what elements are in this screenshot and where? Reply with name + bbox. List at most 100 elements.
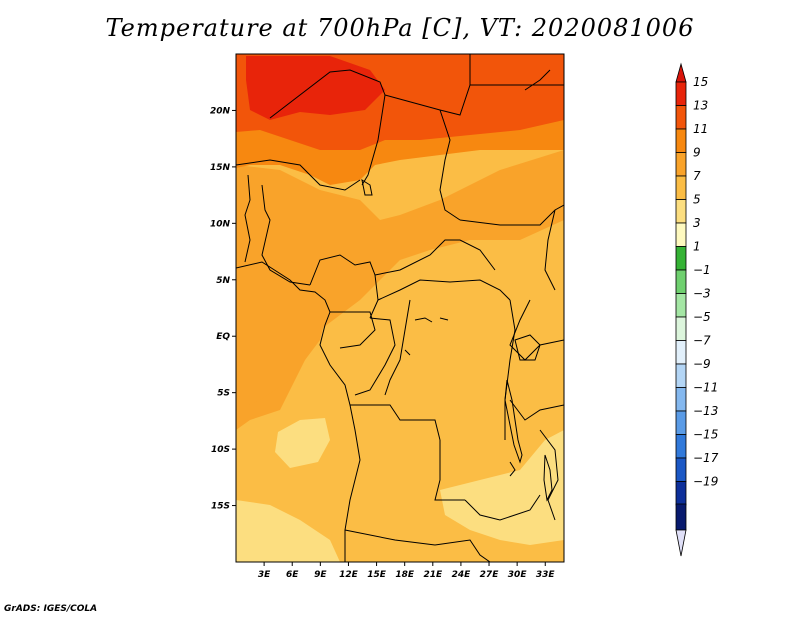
legend-label: −13 [693, 404, 718, 418]
color-legend: 15 13 11 9 7 5 3 1 −1 −3 −5 −7 −9 −11 −13 −15 −17 −19 [675, 62, 719, 557]
legend-label: 5 [693, 193, 701, 207]
lake-victoria [514, 334, 541, 361]
map-frame [235, 53, 565, 563]
border-angola-east [434, 440, 465, 501]
legend-label: −19 [693, 475, 718, 489]
border-gabon [330, 311, 376, 349]
border-cameroon [309, 254, 379, 319]
lon-tick-label: 24E [452, 570, 472, 580]
coast-north-east [524, 69, 551, 91]
legend-bottom-arrow [675, 529, 687, 557]
border-angola-north [350, 404, 441, 441]
border-drc-car [377, 279, 511, 301]
border-namibia-botswana [434, 539, 491, 562]
lon-tick-label: 27E [480, 570, 500, 580]
legend-label: −3 [693, 287, 711, 301]
lat-tick-label: 15S [211, 502, 230, 512]
legend-bin [675, 199, 687, 224]
legend-bin [675, 481, 687, 506]
lat-tick-label: 15N [210, 163, 231, 173]
temp-band-5-southwest [236, 500, 340, 562]
legend-bin [675, 410, 687, 435]
border-drc-east [504, 299, 516, 440]
lat-tick-label: 5S [217, 389, 230, 399]
legend-label: 15 [693, 75, 708, 89]
lat-tick-label: 10N [210, 219, 231, 229]
river-fragment-1 [414, 317, 433, 323]
border-ethiopia [544, 209, 556, 291]
lon-tick-label: 15E [367, 570, 387, 580]
border-mozambique [539, 429, 559, 521]
temp-band-5-center [275, 418, 330, 468]
border-car [374, 239, 496, 276]
legend-bin [675, 457, 687, 482]
legend-label: −11 [693, 381, 718, 395]
legend-label: −1 [693, 263, 711, 277]
border-south-sudan [459, 204, 564, 226]
temp-band-15 [246, 56, 385, 120]
river-fragment-3 [404, 349, 411, 356]
border-sahara-1 [269, 69, 386, 119]
legend-label: 13 [693, 99, 708, 113]
latitude-axis: 20N 15N 10N 5N EQ 5S 10S 15S [210, 106, 236, 512]
legend-label: 7 [693, 169, 701, 183]
legend-bin [675, 152, 687, 177]
temp-band-5-southeast [440, 430, 564, 545]
legend-bin [675, 81, 687, 106]
legend-label: 11 [693, 122, 708, 136]
lat-tick-label: 5N [216, 276, 230, 286]
lake-malawi [543, 454, 553, 502]
legend-bin [675, 340, 687, 365]
temperature-field [236, 54, 564, 562]
border-kenya-uganda [509, 299, 564, 361]
legend-label: −7 [693, 334, 711, 348]
border-nigeria [261, 184, 311, 286]
border-sahara-2 [361, 94, 386, 186]
legend-labels: 15 13 11 9 7 5 3 1 −1 −3 −5 −7 −9 −11 −13 −15 −17 −19 [693, 75, 719, 489]
lon-tick-label: 12E [339, 570, 359, 580]
coastline-gulf [236, 261, 361, 562]
lon-tick-label: 21E [423, 570, 443, 580]
legend-label: −15 [693, 428, 718, 442]
border-chad-sudan [439, 109, 461, 221]
legend-bins [675, 81, 687, 506]
legend-bin [675, 105, 687, 130]
lon-tick-label: 18E [395, 570, 415, 580]
border-zambia [464, 494, 541, 521]
river-fragment-2 [439, 317, 449, 321]
lat-tick-label: 20N [210, 106, 231, 116]
border-drc-west [384, 299, 411, 396]
temp-band-9-west [236, 150, 564, 430]
lon-tick-label: 33E [536, 570, 556, 580]
border-congo [354, 317, 396, 396]
legend-label: 3 [693, 216, 701, 230]
legend-bin [675, 434, 687, 459]
lake-tanganyika [504, 379, 523, 464]
lat-tick-label: EQ [216, 332, 230, 342]
legend-top-arrow [675, 62, 687, 83]
legend-bin [675, 293, 687, 318]
border-angola-south [344, 529, 436, 546]
country-borders [236, 54, 564, 562]
longitude-axis: 3E 6E 9E 12E 15E 18E 21E 24E 27E 30E 33E [258, 562, 556, 580]
legend-bin [675, 175, 687, 200]
lon-tick-label: 6E [286, 570, 299, 580]
legend-bin [675, 246, 687, 271]
border-benin [244, 174, 251, 263]
legend-label: −5 [693, 310, 711, 324]
legend-bin [675, 316, 687, 341]
legend-bin [675, 222, 687, 247]
lake-chad [361, 178, 373, 196]
legend-label: −17 [693, 451, 719, 465]
legend-bin [675, 387, 687, 412]
lon-tick-label: 30E [508, 570, 528, 580]
lon-tick-label: 9E [314, 570, 327, 580]
border-niger-chad [236, 159, 361, 191]
legend-bin [675, 128, 687, 153]
legend-bin-below [675, 503, 687, 531]
legend-label: 1 [693, 240, 701, 254]
border-tanzania [509, 399, 564, 421]
page-title: Temperature at 700hPa [C], VT: 202008100… [105, 14, 695, 42]
credit-label: GrADS: IGES/COLA [4, 604, 98, 614]
